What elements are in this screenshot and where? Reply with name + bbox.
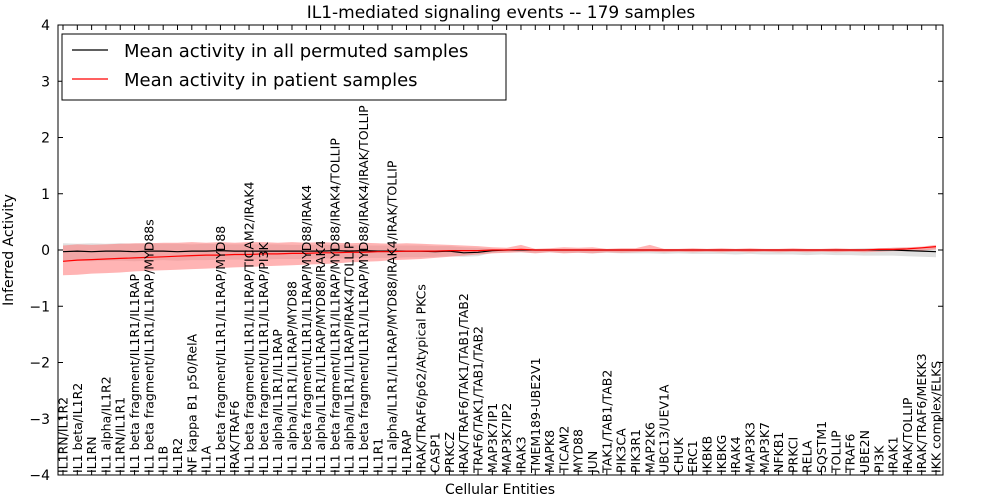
x-tick-label: IL1A xyxy=(199,445,214,473)
x-tick-label: TMEM189-UBE2V1 xyxy=(528,357,543,474)
x-tick-label: PRKCI xyxy=(785,437,800,473)
y-tick-label: 0 xyxy=(41,243,50,259)
legend-label-patient: Mean activity in patient samples xyxy=(124,70,418,91)
chart-title: IL1-mediated signaling events -- 179 sam… xyxy=(307,3,696,23)
x-tick-label: IL1RN/IL1R1 xyxy=(113,397,128,473)
y-tick-label: −4 xyxy=(29,468,50,484)
legend: Mean activity in all permuted samples Me… xyxy=(61,33,507,101)
x-tick-label: IKK complex/ELKS xyxy=(929,361,944,473)
legend-label-permuted: Mean activity in all permuted samples xyxy=(124,41,468,62)
x-tick-label: IL1RAP xyxy=(399,430,414,473)
x-tick-label: IRAK4 xyxy=(728,436,743,473)
x-axis: IL1RN/IL1R2 IL1 beta/IL1R2 IL1RN IL1 alpha/… xyxy=(56,25,944,475)
x-tick-label: TOLLIP xyxy=(828,430,843,474)
x-tick-label: UBE2N xyxy=(857,430,872,473)
x-tick-label: IL1 beta fragment/IL1R1/IL1RAP/TICAM2/IR… xyxy=(242,182,257,473)
x-tick-label: IRAK/TOLLIP xyxy=(900,397,915,473)
x-tick-label: IRAK/TRAF6 xyxy=(227,401,242,473)
x-tick-label: RELA xyxy=(800,440,815,473)
x-tick-label: IL1 alpha/IL1R1/IL1RAP/MYD88/IRAK4 xyxy=(313,240,328,473)
y-axis: −4 −3 −2 −1 0 1 2 3 4 xyxy=(29,18,943,484)
x-tick-label: IL1RN/IL1R2 xyxy=(56,397,71,473)
x-tick-label: IL1 alpha/IL1R1/IL1RAP/MYD88/IRAK4/IRAK/… xyxy=(385,160,400,473)
x-tick-label: PIK3CA xyxy=(614,428,629,473)
x-tick-label: IL1R2 xyxy=(170,438,185,473)
series-lines xyxy=(62,246,937,262)
x-tick-label: IRAK/TRAF6/MEKK3 xyxy=(914,353,929,473)
x-tick-label: TRAF6 xyxy=(843,433,858,474)
x-tick-label: IL1 beta fragment/IL1R1/IL1RAP/MYD88s xyxy=(141,219,156,473)
x-tick-label: MAP3K3 xyxy=(743,422,758,473)
x-tick-label: IL1R1 xyxy=(370,438,385,473)
x-tick-label: IL1 beta fragment/IL1R1/IL1RAP xyxy=(127,273,142,473)
x-tick-label: IL1 beta/IL1R2 xyxy=(70,383,85,473)
x-tick-label: IL1B xyxy=(156,446,171,473)
x-tick-label: TRAF6/TAK1/TAB1/TAB2 xyxy=(471,326,486,474)
x-tick-label: IL1RN xyxy=(84,436,99,473)
x-tick-label: PRKCZ xyxy=(442,432,457,473)
x-tick-label: IKBKG xyxy=(714,435,729,473)
x-tick-label: IKBKB xyxy=(700,436,715,473)
x-tick-label: IL1 beta fragment/IL1R1/IL1RAP/MYD88/IRA… xyxy=(299,185,314,473)
x-tick-label: MAPK8 xyxy=(542,430,557,473)
legend-box xyxy=(61,33,507,101)
y-tick-label: −2 xyxy=(29,356,50,372)
plot-area-frame xyxy=(57,24,944,476)
x-tick-label: NF kappa B1 p50/RelA xyxy=(184,333,199,473)
y-tick-label: −1 xyxy=(29,299,50,315)
x-tick-label: IL1 alpha/IL1R2 xyxy=(98,376,113,473)
y-tick-label: 2 xyxy=(41,131,50,147)
x-tick-label: IRAK/TRAF6/TAK1/TAB1/TAB2 xyxy=(456,293,471,473)
x-tick-label: TICAM2 xyxy=(556,426,571,474)
x-tick-label: UBC13/UEV1A xyxy=(657,384,672,473)
y-tick-label: 4 xyxy=(41,18,50,34)
x-tick-label: IL1 alpha/IL1R1/IL1RAP/MYD88 xyxy=(285,281,300,473)
x-tick-label: MAP3K7IP1 xyxy=(485,403,500,473)
x-tick-label: ERC1 xyxy=(685,440,700,473)
x-tick-label: IL1 beta fragment/IL1R1/IL1RAP/MYD88/IRA… xyxy=(356,105,371,473)
x-tick-label: MAP3K7 xyxy=(757,422,772,473)
x-tick-label: IL1 beta fragment/IL1R1/IL1RAP/MYD88/IRA… xyxy=(327,138,342,473)
x-tick-label: PI3K xyxy=(871,445,886,473)
x-tick-label: IL1 beta fragment/IL1R1/IL1RAP/MYD88 xyxy=(213,226,228,473)
x-tick-label: TAK1/TAB1/TAB2 xyxy=(599,370,614,474)
x-tick-label: JUN xyxy=(585,451,600,474)
patient-mean-line xyxy=(62,246,937,262)
x-tick-label: CHUK xyxy=(671,437,686,473)
x-tick-label: SQSTM1 xyxy=(814,421,829,473)
x-tick-label: NFKB1 xyxy=(771,432,786,473)
x-tick-label: MAP2K6 xyxy=(642,422,657,473)
x-tick-label: IL1 alpha/IL1R1/IL1RAP/IRAK4/TOLLIP xyxy=(342,241,357,473)
y-axis-label: Inferred Activity xyxy=(1,194,17,306)
y-tick-label: −3 xyxy=(29,412,50,428)
x-tick-label: IRAK3 xyxy=(514,436,529,473)
x-tick-label: PIK3R1 xyxy=(628,429,643,473)
x-tick-label: IRAK/TRAF6/p62/Atypical PKCs xyxy=(413,284,428,473)
x-tick-label: IRAK1 xyxy=(886,436,901,473)
x-tick-label: CASP1 xyxy=(428,432,443,473)
x-axis-label: Cellular Entities xyxy=(445,482,555,498)
x-tick-label: IL1 beta fragment/IL1R1/IL1RAP/PI3K xyxy=(256,242,271,473)
y-tick-label: 1 xyxy=(41,187,50,203)
x-tick-label: IL1 alpha/IL1R1/IL1RAP xyxy=(270,329,285,473)
x-tick-label: MAP3K7IP2 xyxy=(499,403,514,473)
y-tick-label: 3 xyxy=(41,74,50,90)
x-tick-label: MYD88 xyxy=(571,429,586,473)
